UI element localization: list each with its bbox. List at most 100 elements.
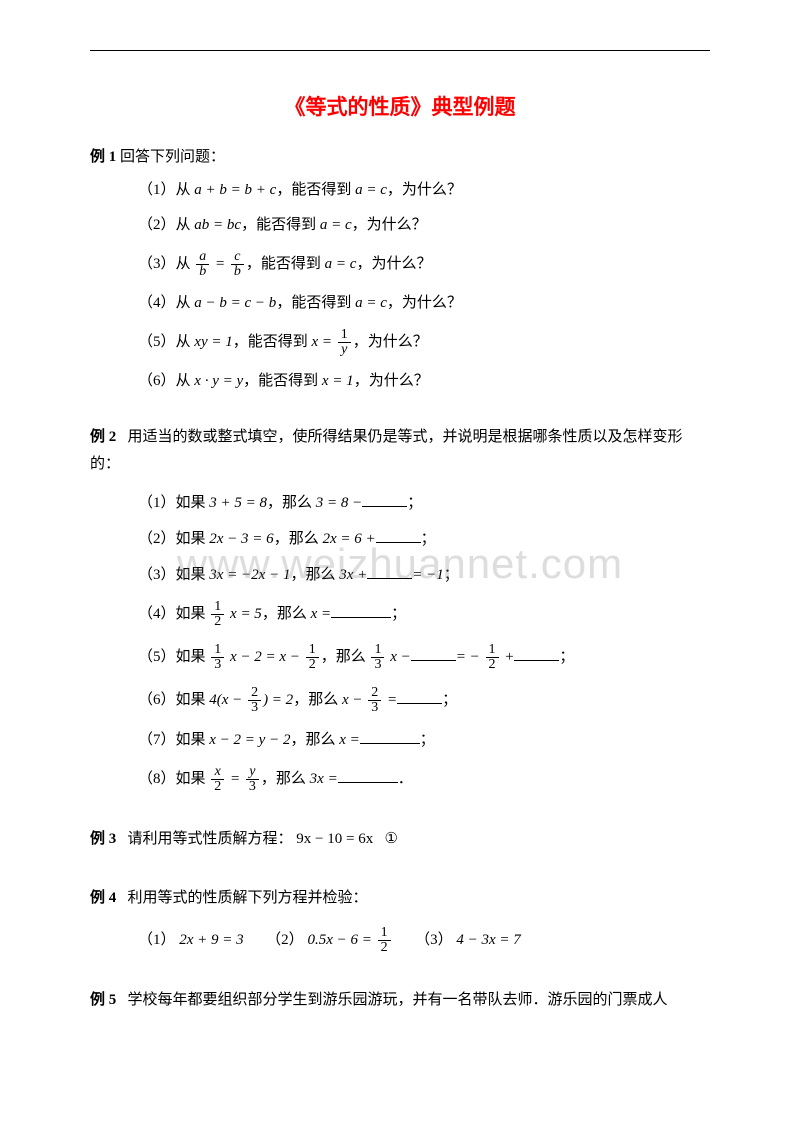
eq: 3 = 8 − bbox=[316, 495, 363, 511]
example-1-label: 例 1 bbox=[90, 149, 116, 165]
ex1-item-1: （1）从 a + b = b + c，能否得到 a = c，为什么？ bbox=[138, 180, 710, 201]
n: 1 bbox=[211, 643, 224, 658]
eq: x = bbox=[311, 606, 332, 622]
eq: x = 5 bbox=[226, 606, 262, 622]
n: 1 bbox=[371, 643, 384, 658]
frac: 12 bbox=[486, 643, 499, 672]
d: 2 bbox=[211, 780, 224, 794]
eq: x − 2 = y − 2 bbox=[209, 732, 290, 748]
eq: x − 2 = x − bbox=[226, 649, 303, 665]
t: ，能否得到 bbox=[243, 373, 322, 389]
num: （4） bbox=[138, 606, 176, 622]
t: ； bbox=[420, 732, 435, 748]
eq: 3x + bbox=[339, 567, 367, 583]
eq: = bbox=[383, 692, 397, 708]
t: ，为什么？ bbox=[353, 334, 428, 350]
eq: a − b = c − b bbox=[194, 295, 276, 311]
t: 如果 bbox=[176, 531, 210, 547]
frac: 12 bbox=[378, 926, 391, 955]
t: ，为什么？ bbox=[387, 182, 462, 198]
eq: x − bbox=[342, 692, 366, 708]
num: （3） bbox=[415, 932, 453, 948]
eq: = −1 bbox=[412, 567, 444, 583]
d: 2 bbox=[486, 658, 499, 672]
eq: ) = 2 bbox=[263, 692, 293, 708]
ex2-item-5: （5）如果 13 x − 2 = x − 12，那么 13 x −= − 12 … bbox=[138, 643, 710, 672]
example-1-head: 例 1 回答下列问题： bbox=[90, 145, 710, 166]
eq: = − bbox=[456, 649, 484, 665]
fill-blank bbox=[362, 492, 407, 507]
t: 从 bbox=[176, 182, 195, 198]
circled-number: ① bbox=[384, 831, 397, 847]
t: 如果 bbox=[176, 495, 210, 511]
d: 3 bbox=[371, 658, 384, 672]
frac: 12 bbox=[306, 643, 319, 672]
example-2-label: 例 2 bbox=[90, 429, 116, 445]
ex2-item-2: （2）如果 2x − 3 = 6，那么 2x = 6 +； bbox=[138, 528, 710, 550]
d: 2 bbox=[378, 941, 391, 955]
eq: 2x = 6 + bbox=[322, 531, 375, 547]
eq: = bbox=[211, 256, 229, 272]
eq: x · y = y bbox=[194, 373, 243, 389]
t: ，为什么？ bbox=[354, 373, 429, 389]
eq: 3x = bbox=[310, 771, 338, 787]
fill-blank bbox=[514, 646, 559, 661]
frac: 13 bbox=[371, 643, 384, 672]
example-4-text: 利用等式的性质解下列方程并检验： bbox=[128, 890, 368, 906]
n: 1 bbox=[211, 600, 224, 615]
num: （3） bbox=[138, 567, 176, 583]
t: ，能否得到 bbox=[246, 256, 325, 272]
d: 2 bbox=[306, 658, 319, 672]
num: （3） bbox=[138, 256, 176, 272]
num: （5） bbox=[138, 334, 176, 350]
t: 如果 bbox=[176, 732, 210, 748]
header-rule bbox=[90, 50, 710, 51]
t: ． bbox=[398, 771, 413, 787]
frac: x2 bbox=[211, 765, 224, 794]
ex2-item-7: （7）如果 x − 2 = y − 2，那么 x =； bbox=[138, 729, 710, 751]
ex1-item-2: （2）从 ab = bc，能否得到 a = c，为什么？ bbox=[138, 215, 710, 236]
eq: 4 − 3x = 7 bbox=[456, 932, 520, 948]
eq: 2x − 3 = 6 bbox=[209, 531, 273, 547]
frac: y3 bbox=[246, 765, 259, 794]
example-5: 例 5 学校每年都要组织部分学生到游乐园游玩，并有一名带队去师．游乐园的门票成人 bbox=[90, 987, 710, 1014]
n: y bbox=[246, 765, 259, 780]
t: 如果 bbox=[176, 606, 210, 622]
t: 如果 bbox=[176, 649, 210, 665]
t: ； bbox=[407, 495, 422, 511]
fill-blank bbox=[411, 646, 456, 661]
eq: 4(x − bbox=[209, 692, 246, 708]
n: x bbox=[211, 765, 224, 780]
document-page: 《等式的性质》典型例题 www.weizhuannet.com 例 1 回答下列… bbox=[0, 0, 800, 1132]
example-4-head: 例 4 利用等式的性质解下列方程并检验： bbox=[90, 885, 710, 912]
frac: 13 bbox=[211, 643, 224, 672]
d: b bbox=[231, 265, 244, 279]
fill-blank bbox=[360, 729, 420, 744]
n: 1 bbox=[306, 643, 319, 658]
spacer bbox=[90, 406, 710, 424]
eq: 3 + 5 = 8 bbox=[209, 495, 267, 511]
num: （1） bbox=[138, 932, 176, 948]
frac: ab bbox=[196, 250, 209, 279]
eq: a = c bbox=[355, 182, 387, 198]
t: ； bbox=[444, 567, 459, 583]
ex2-item-6: （6）如果 4(x − 23) = 2，那么 x − 23 =； bbox=[138, 686, 710, 715]
t: ； bbox=[442, 692, 457, 708]
example-5-label: 例 5 bbox=[90, 992, 116, 1008]
eq: a = c bbox=[355, 295, 387, 311]
ex2-item-3: （3）如果 3x = −2x − 1，那么 3x += −1； bbox=[138, 564, 710, 586]
t: 如果 bbox=[176, 692, 210, 708]
t: 从 bbox=[176, 256, 195, 272]
t: ； bbox=[421, 531, 436, 547]
eq: 9x − 10 = 6x bbox=[296, 831, 373, 847]
d: y bbox=[338, 343, 351, 357]
example-2-text: 用适当的数或整式填空，使所得结果仍是等式，并说明是根据哪条性质以及怎样变形的： bbox=[90, 429, 683, 472]
ex2-item-8: （8）如果 x2 = y3，那么 3x =． bbox=[138, 765, 710, 794]
frac: cb bbox=[231, 250, 244, 279]
t: 从 bbox=[176, 295, 195, 311]
num: （1） bbox=[138, 182, 176, 198]
eq: x − bbox=[386, 649, 410, 665]
num: （7） bbox=[138, 732, 176, 748]
eq: a = c bbox=[320, 217, 352, 233]
t: ，能否得到 bbox=[233, 334, 312, 350]
